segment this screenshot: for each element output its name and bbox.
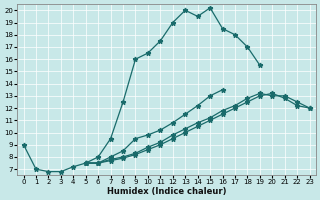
X-axis label: Humidex (Indice chaleur): Humidex (Indice chaleur) xyxy=(107,187,226,196)
